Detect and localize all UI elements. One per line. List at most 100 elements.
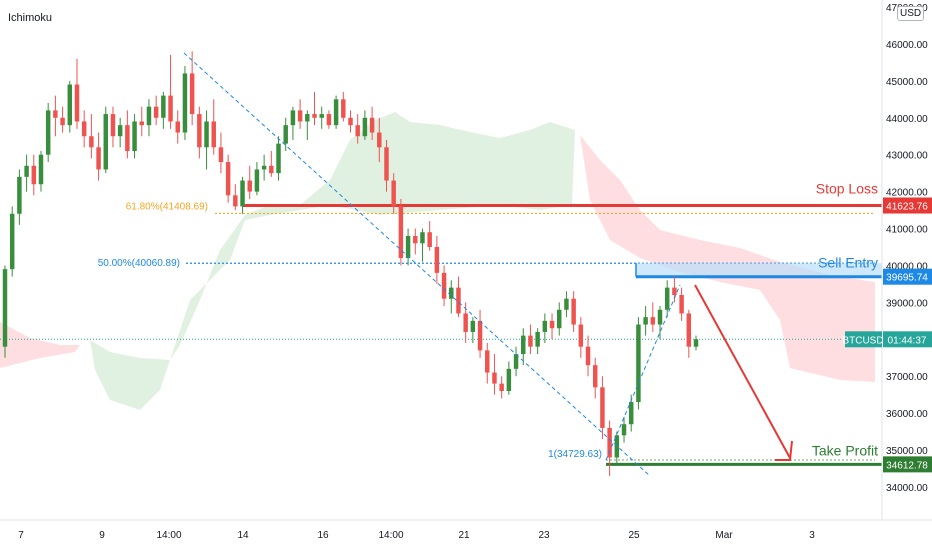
- candle: [650, 302, 656, 332]
- candle: [571, 291, 576, 332]
- sell-entry-label: Sell Entry: [818, 255, 878, 271]
- candle: [470, 317, 476, 343]
- candle-body: [456, 287, 461, 314]
- y-tick-label: 41000.00: [886, 225, 928, 236]
- candle-body: [175, 121, 180, 133]
- candle-body: [240, 180, 245, 207]
- candle: [557, 302, 562, 336]
- candle-body: [571, 298, 576, 325]
- candle-body: [132, 121, 137, 151]
- symbol-badge: BTCUSD: [842, 335, 883, 346]
- candle: [607, 420, 612, 476]
- candle: [686, 309, 692, 358]
- x-tick-label: 14:00: [156, 530, 181, 541]
- candle-body: [528, 335, 533, 347]
- rebound-line: [605, 284, 681, 461]
- candle-body: [254, 169, 260, 192]
- candle-body: [636, 324, 641, 403]
- x-tick-label: 14: [237, 530, 249, 541]
- candle-body: [319, 114, 324, 118]
- candle-body: [355, 125, 360, 137]
- candle: [499, 376, 504, 399]
- candle: [81, 110, 87, 148]
- x-tick-label: 9: [99, 530, 105, 541]
- candle: [225, 154, 231, 203]
- candle: [377, 117, 382, 163]
- cloud-bullish: [90, 112, 575, 410]
- candle: [636, 317, 641, 410]
- candle-body: [2, 269, 8, 347]
- candle-body: [369, 117, 375, 133]
- candle-body: [225, 162, 231, 196]
- candle-body: [463, 313, 468, 332]
- candle-body: [420, 232, 425, 244]
- candle-body: [434, 247, 440, 273]
- candle-body: [161, 95, 166, 118]
- x-tick-label: 25: [628, 530, 640, 541]
- candle: [477, 309, 483, 358]
- candle: [333, 95, 339, 129]
- y-tick-label: 40000.00: [886, 261, 928, 272]
- candle-body: [96, 147, 101, 170]
- candle-body: [233, 195, 238, 207]
- candle-body: [247, 180, 252, 192]
- countdown-badge-bg: [883, 331, 932, 348]
- candle: [240, 176, 245, 214]
- y-axis[interactable]: 34000.0035000.0036000.0037000.0038000.00…: [881, 0, 928, 520]
- candle: [297, 99, 303, 129]
- candle-body: [607, 427, 612, 458]
- take-profit-badge-bg: [883, 456, 932, 473]
- candle-body: [499, 383, 504, 391]
- y-tick-label: 39000.00: [886, 298, 928, 309]
- candle-body: [168, 95, 173, 122]
- candle: [513, 346, 519, 377]
- candle-body: [146, 106, 152, 126]
- candle-body: [485, 350, 490, 373]
- candle: [664, 280, 670, 318]
- candle-body: [269, 165, 274, 174]
- symbol-badge-bg: [845, 331, 882, 348]
- candle: [290, 106, 296, 140]
- candle: [153, 95, 159, 126]
- candle: [585, 335, 591, 377]
- candle: [168, 55, 173, 129]
- x-axis[interactable]: 7 9 14:00 14 16 14:00 21 23 25 Mar 3: [0, 519, 932, 541]
- candle: [643, 306, 648, 336]
- currency-badge[interactable]: USD: [897, 6, 925, 21]
- candle-body: [592, 365, 598, 388]
- take-profit-label: Take Profit: [812, 442, 878, 458]
- y-tick-label: 36000.00: [886, 409, 928, 420]
- candle-body: [312, 114, 317, 118]
- candle: [621, 416, 627, 443]
- y-tick-label: 42000.00: [886, 188, 928, 199]
- candle-body: [657, 309, 663, 325]
- candle: [189, 51, 195, 126]
- y-tick-label: 44000.00: [886, 114, 928, 125]
- candle: [348, 110, 353, 133]
- candle-body: [398, 206, 404, 259]
- candle: [60, 106, 65, 133]
- candle: [53, 95, 58, 137]
- candle-body: [348, 117, 353, 126]
- candle: [247, 165, 252, 199]
- candle: [679, 287, 684, 321]
- candle: [341, 91, 346, 122]
- candle-body: [89, 136, 94, 148]
- candle-body: [600, 387, 605, 428]
- candle-body: [628, 402, 634, 425]
- candle: [434, 235, 440, 284]
- candle: [420, 228, 425, 262]
- indicator-label[interactable]: Ichimoku: [8, 12, 53, 24]
- candle: [355, 114, 360, 144]
- sell-entry-badge: 39695.74: [886, 273, 928, 284]
- candle: [197, 106, 202, 159]
- candle-body: [60, 117, 65, 126]
- candle-body: [326, 114, 332, 126]
- candle: [693, 335, 699, 351]
- y-tick-label: 35000.00: [886, 446, 928, 457]
- candle: [218, 132, 224, 174]
- candle-body: [672, 287, 677, 295]
- candle: [269, 151, 274, 177]
- candle-body: [557, 309, 562, 329]
